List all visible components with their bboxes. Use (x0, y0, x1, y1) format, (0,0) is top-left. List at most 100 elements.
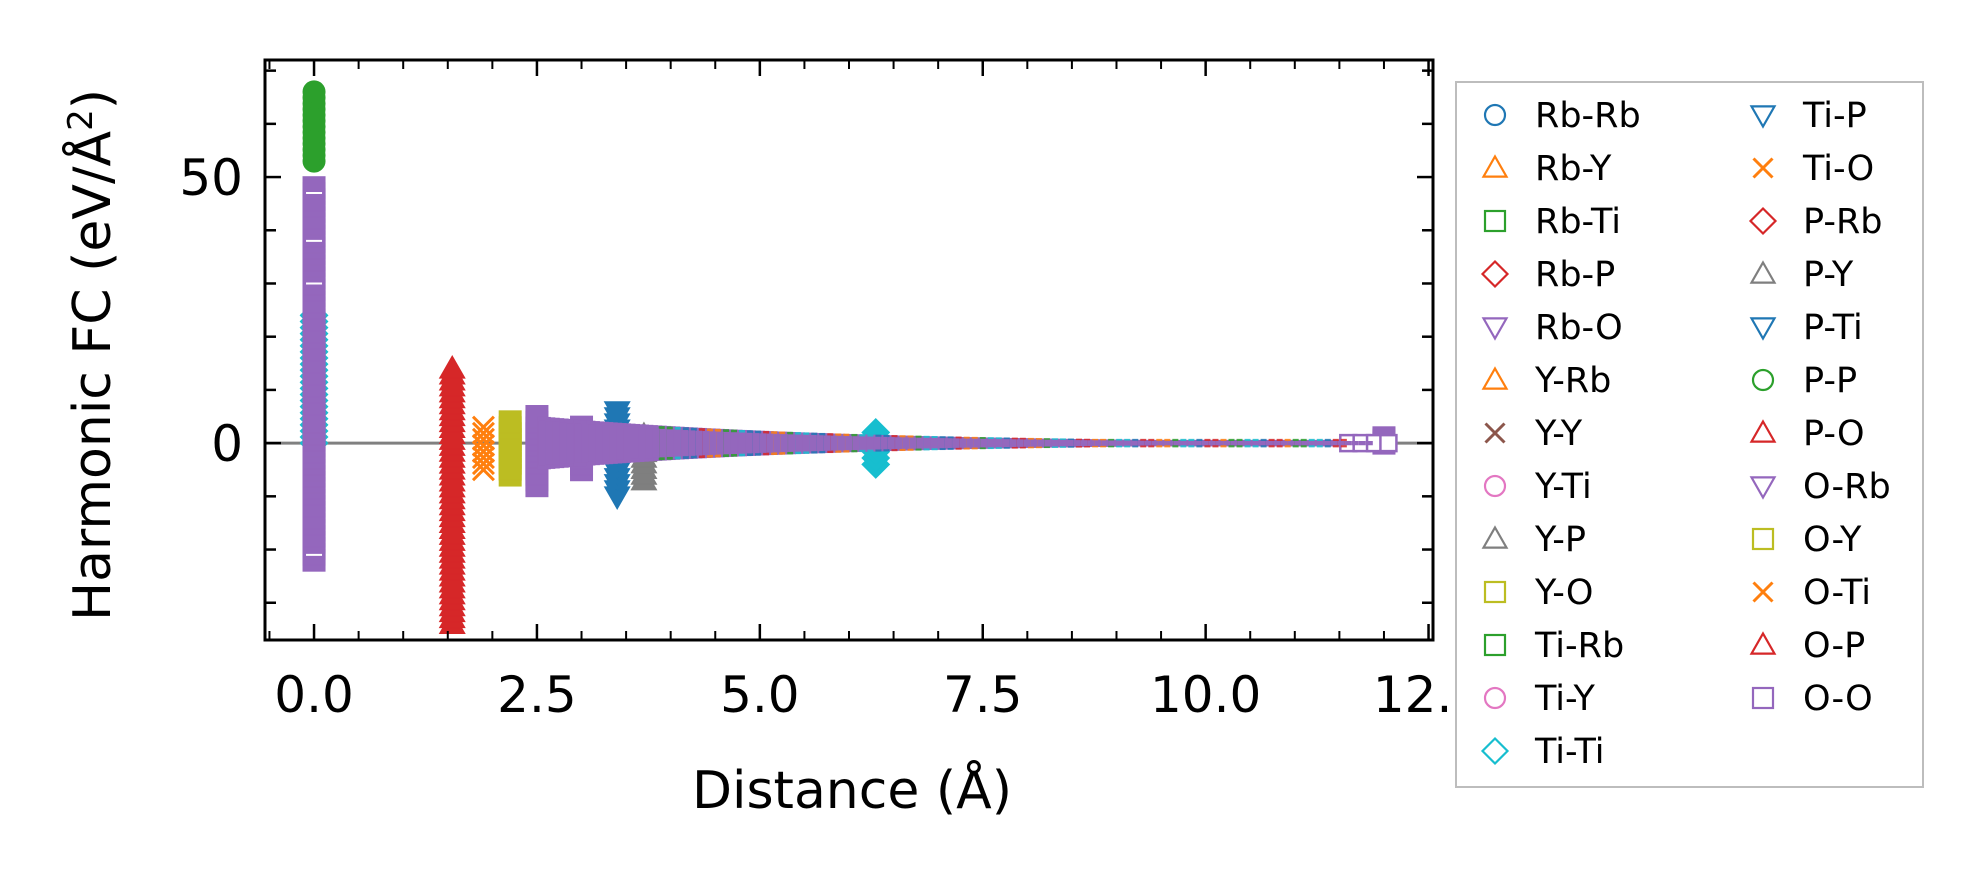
x-tick-label: 10.0 (1150, 666, 1261, 724)
legend-label: Ti-P (1802, 96, 1867, 136)
legend-label: Y-Y (1534, 414, 1583, 454)
data-point (1323, 440, 1331, 446)
data-point (566, 423, 574, 464)
data-point (603, 401, 631, 425)
legend-entry: Rb-O (1481, 308, 1623, 348)
legend-marker-square-icon (1483, 209, 1507, 233)
legend-label: O-Y (1803, 520, 1862, 560)
x-tick-label: 5.0 (720, 666, 800, 724)
data-point (816, 435, 824, 452)
data-point (1109, 440, 1117, 446)
legend-entry: Ti-Rb (1483, 626, 1624, 666)
data-point (1166, 440, 1174, 446)
legend-entry: Ti-P (1749, 96, 1867, 136)
data-point (716, 431, 724, 455)
data-point (1137, 440, 1145, 446)
legend-entry: Rb-Rb (1483, 96, 1641, 136)
data-point (709, 431, 717, 455)
legend-marker-square-icon (1751, 686, 1775, 710)
data-point (959, 438, 967, 448)
data-point (1173, 440, 1181, 446)
data-point (1009, 439, 1017, 447)
data-point (1301, 440, 1309, 446)
data-point (866, 436, 874, 450)
legend-entry: Ti-Ti (1480, 732, 1604, 772)
legend-entry: Y-Ti (1483, 467, 1592, 507)
legend-label: Rb-Ti (1535, 202, 1621, 242)
data-point (895, 437, 903, 450)
legend-entry: O-Y (1751, 520, 1862, 560)
data-point (1351, 440, 1359, 446)
data-point (923, 437, 931, 449)
data-point (723, 431, 731, 455)
x-tick-label: 2.5 (497, 666, 577, 724)
y-axis-label: Harmonic FC (eV/Å2) (61, 89, 123, 621)
data-point (830, 435, 838, 451)
data-point (1358, 440, 1366, 446)
data-point (1315, 440, 1323, 446)
data-point (952, 438, 960, 448)
data-point (1379, 433, 1398, 453)
data-point (1365, 440, 1373, 446)
data-point (944, 438, 952, 449)
legend-label: Y-Rb (1534, 361, 1611, 401)
legend-marker-circle-icon (1483, 686, 1507, 710)
legend-label: Rb-Rb (1535, 96, 1641, 136)
series-p-p (302, 80, 326, 173)
legend-marker-square-icon (1483, 580, 1507, 604)
data-point (1016, 439, 1024, 447)
data-point (659, 428, 667, 458)
legend-entry: Rb-P (1480, 255, 1615, 295)
y-tick-label: 0 (211, 415, 243, 473)
legend-label: P-Rb (1803, 202, 1883, 242)
data-point (788, 434, 796, 452)
legend-entry: O-O (1751, 679, 1873, 719)
legend-entry: O-Ti (1752, 573, 1871, 613)
data-point (859, 436, 867, 450)
data-point (780, 434, 788, 453)
legend-marker-triangle-up-icon (1749, 631, 1777, 655)
data-point (588, 424, 596, 462)
data-point (809, 435, 817, 452)
legend-entry: Y-O (1483, 573, 1593, 613)
data-point (1116, 440, 1124, 446)
legend-entry: O-Rb (1749, 467, 1891, 507)
data-point (688, 430, 696, 456)
legend-label: O-Ti (1803, 573, 1871, 613)
legend-entry: Rb-Ti (1483, 202, 1621, 242)
legend-label: Rb-O (1535, 308, 1623, 348)
legend-label: Ti-Ti (1534, 732, 1604, 772)
legend-label: P-P (1803, 361, 1857, 401)
data-point (752, 433, 760, 454)
data-point (1002, 439, 1010, 448)
legend-entry: O-P (1749, 626, 1865, 666)
data-point (852, 436, 860, 451)
data-point (498, 410, 522, 434)
data-point (1308, 440, 1316, 446)
data-point (1180, 440, 1188, 446)
data-point (730, 432, 738, 454)
data-marks (265, 80, 1433, 635)
legend-label: Ti-Y (1534, 679, 1596, 719)
legend-label: Rb-Y (1535, 149, 1612, 189)
legend-label: Y-P (1534, 520, 1586, 560)
legend-label: Rb-P (1535, 255, 1615, 295)
series-p-o (438, 354, 466, 635)
data-point (609, 426, 617, 461)
data-point (302, 176, 326, 200)
data-point (873, 436, 881, 450)
data-point (695, 430, 703, 456)
data-point (645, 428, 653, 459)
legend-label: Y-Ti (1534, 467, 1592, 507)
data-point (1044, 439, 1052, 447)
data-point (1123, 440, 1131, 446)
data-point (1073, 440, 1081, 447)
legend-entry: Ti-Y (1483, 679, 1596, 719)
data-point (673, 429, 681, 457)
legend-label: O-Rb (1803, 467, 1891, 507)
data-point (1244, 440, 1252, 446)
data-point (994, 439, 1002, 448)
legend-marker-triangle-up-icon (1749, 419, 1777, 443)
data-point (681, 430, 689, 457)
legend-entry: P-O (1749, 414, 1865, 454)
